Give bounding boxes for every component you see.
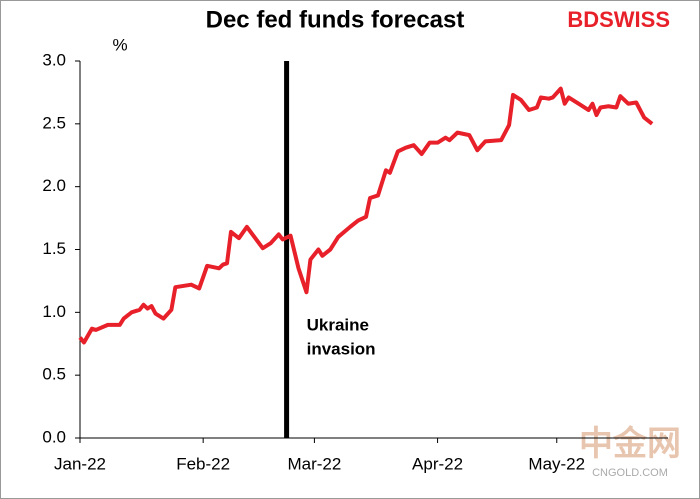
y-tick-label: 2.0: [42, 176, 66, 195]
watermark: CNGOLD.COM: [592, 467, 668, 479]
y-axis-label: %: [112, 35, 127, 54]
x-tick-label: May-22: [528, 454, 585, 473]
y-tick-label: 3.0: [42, 50, 66, 69]
x-tick-label: Mar-22: [287, 454, 341, 473]
chart-title: Dec fed funds forecast: [206, 6, 465, 33]
x-tick-label: Apr-22: [412, 454, 463, 473]
y-tick-label: 0.0: [42, 427, 66, 446]
y-tick-label: 1.0: [42, 302, 66, 321]
watermark: 中金网: [579, 424, 681, 463]
x-tick-label: Jan-22: [54, 454, 106, 473]
annotation-text: invasion: [307, 339, 376, 358]
y-tick-label: 0.5: [42, 365, 66, 384]
y-tick-label: 1.5: [42, 239, 66, 258]
x-tick-label: Feb-22: [176, 454, 230, 473]
data-line: [78, 86, 654, 345]
annotation-text: Ukraine: [307, 315, 369, 334]
brand: BDSWISS: [567, 7, 670, 32]
y-tick-label: 2.5: [42, 113, 66, 132]
